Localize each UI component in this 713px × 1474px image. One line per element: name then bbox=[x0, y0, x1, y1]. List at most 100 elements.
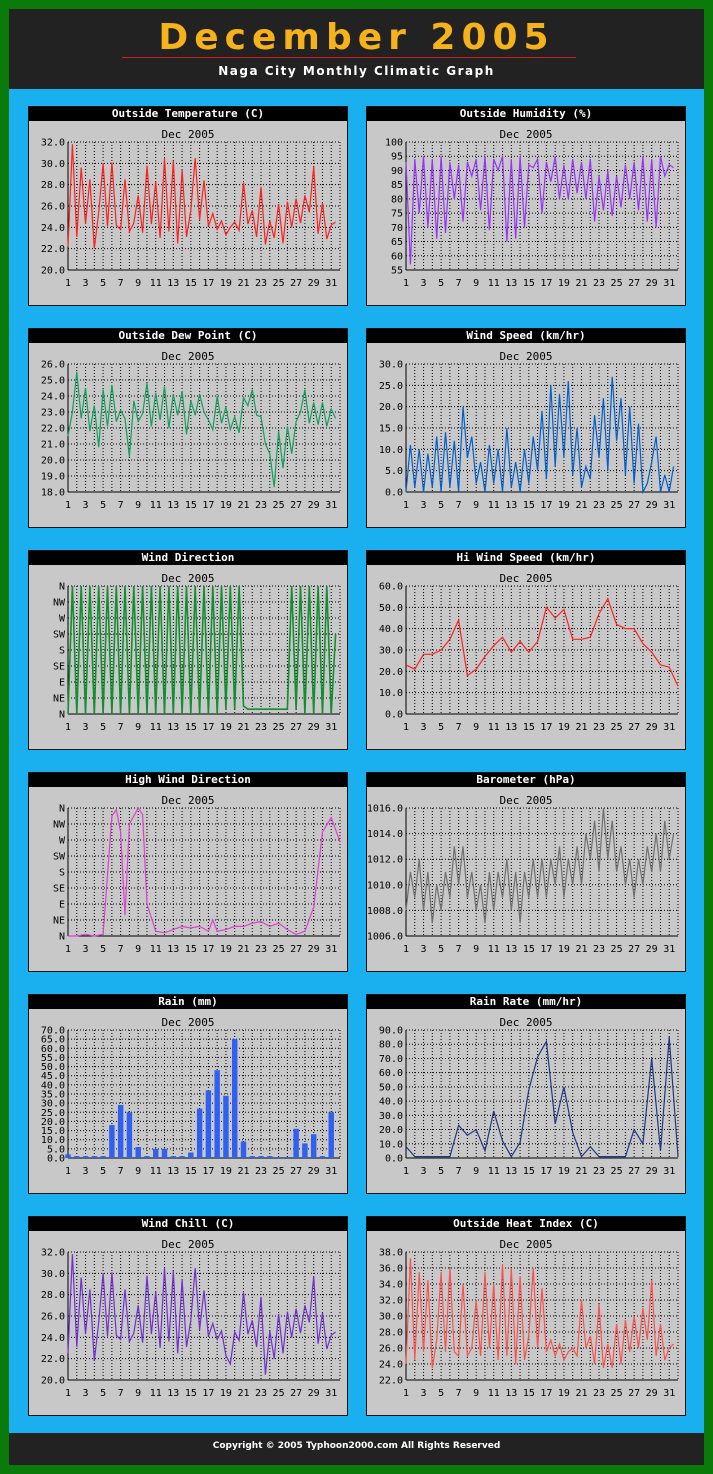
y-tick-label: 28.0 bbox=[379, 1328, 403, 1339]
y-tick-label: SE bbox=[53, 884, 65, 895]
y-tick-label: NW bbox=[53, 598, 66, 609]
x-tick-label: 17 bbox=[540, 1388, 552, 1399]
x-tick-label: 27 bbox=[290, 722, 302, 733]
x-tick-label: 1 bbox=[65, 1166, 71, 1177]
y-tick-label: 30.0 bbox=[379, 646, 403, 657]
x-tick-label: 15 bbox=[523, 1166, 535, 1177]
y-tick-label: 28.0 bbox=[41, 180, 65, 191]
x-tick-label: 21 bbox=[237, 278, 249, 289]
x-tick-label: 11 bbox=[488, 944, 500, 955]
humidity-chart-panel: Outside Humidity (%) Dec 2005 55 60 65 70 75 80… bbox=[366, 106, 686, 306]
chart-subtitle: Dec 2005 bbox=[499, 572, 553, 585]
x-tick-label: 1 bbox=[403, 500, 409, 511]
y-tick-label: 20.0 bbox=[41, 1117, 65, 1128]
chart-title: Outside Temperature (C) bbox=[29, 107, 347, 121]
bar bbox=[170, 1156, 177, 1158]
x-tick-label: 23 bbox=[255, 1388, 267, 1399]
x-tick-label: 29 bbox=[646, 1166, 658, 1177]
x-tick-label: 29 bbox=[308, 500, 320, 511]
x-tick-label: 25 bbox=[273, 1166, 285, 1177]
x-tick-label: 11 bbox=[150, 1388, 162, 1399]
x-tick-label: 7 bbox=[456, 1166, 462, 1177]
x-tick-label: 23 bbox=[255, 278, 267, 289]
x-tick-label: 29 bbox=[646, 278, 658, 289]
chart-subtitle: Dec 2005 bbox=[499, 794, 553, 807]
x-tick-label: 7 bbox=[456, 944, 462, 955]
y-tick-label: 60.0 bbox=[379, 582, 403, 593]
chart-title: Outside Dew Point (C) bbox=[29, 329, 347, 343]
y-tick-label: 95 bbox=[391, 152, 403, 163]
y-tick-label: 70.0 bbox=[41, 1026, 65, 1037]
y-tick-label: E bbox=[59, 900, 65, 911]
x-tick-label: 21 bbox=[575, 944, 587, 955]
x-tick-label: 1 bbox=[403, 944, 409, 955]
bar bbox=[231, 1039, 238, 1158]
x-tick-label: 15 bbox=[523, 1388, 535, 1399]
x-tick-label: 23 bbox=[593, 944, 605, 955]
y-tick-label: 60.0 bbox=[379, 1068, 403, 1079]
x-tick-label: 25 bbox=[611, 1166, 623, 1177]
y-tick-label: 24.0 bbox=[41, 223, 65, 234]
x-tick-label: 27 bbox=[628, 500, 640, 511]
x-tick-label: 3 bbox=[421, 500, 427, 511]
y-tick-label: 1014.0 bbox=[367, 829, 403, 840]
y-tick-label: 38.0 bbox=[379, 1248, 403, 1259]
x-tick-label: 21 bbox=[237, 1166, 249, 1177]
x-tick-label: 25 bbox=[273, 722, 285, 733]
y-tick-label: 24.0 bbox=[41, 1333, 65, 1344]
x-tick-label: 13 bbox=[167, 1166, 179, 1177]
chart-subtitle: Dec 2005 bbox=[161, 1016, 215, 1029]
x-tick-label: 5 bbox=[438, 500, 444, 511]
bar bbox=[65, 1154, 71, 1158]
x-tick-label: 17 bbox=[540, 722, 552, 733]
y-tick-label: 32.0 bbox=[41, 1248, 65, 1259]
x-tick-label: 11 bbox=[488, 500, 500, 511]
x-tick-label: 21 bbox=[237, 500, 249, 511]
bar bbox=[284, 1157, 291, 1158]
x-tick-label: 11 bbox=[150, 278, 162, 289]
x-tick-label: 29 bbox=[646, 500, 658, 511]
series-line bbox=[405, 376, 675, 495]
bar bbox=[153, 1148, 159, 1158]
x-tick-label: 17 bbox=[202, 278, 214, 289]
x-tick-label: 3 bbox=[421, 722, 427, 733]
x-tick-label: 31 bbox=[325, 500, 337, 511]
x-tick-label: 21 bbox=[575, 722, 587, 733]
chart-title: Outside Humidity (%) bbox=[367, 107, 685, 121]
page-title: December 2005 bbox=[158, 17, 555, 58]
x-tick-label: 3 bbox=[83, 278, 89, 289]
x-tick-label: 7 bbox=[456, 500, 462, 511]
x-tick-label: 23 bbox=[593, 722, 605, 733]
y-tick-label: 85 bbox=[391, 180, 403, 191]
bar bbox=[109, 1125, 115, 1158]
y-tick-label: 65 bbox=[391, 237, 403, 248]
y-tick-label: 10.0 bbox=[379, 445, 403, 456]
y-tick-label: 1008.0 bbox=[367, 906, 403, 917]
y-tick-label: 25.0 bbox=[41, 1108, 65, 1119]
bar bbox=[161, 1148, 168, 1158]
rain-chart-panel: Rain (mm) Dec 2005 0.0 5.0 10.0 15.0 20.0 25.0 3… bbox=[28, 994, 348, 1194]
chart-subtitle: Dec 2005 bbox=[499, 350, 553, 363]
x-tick-label: 23 bbox=[255, 500, 267, 511]
y-tick-label: 80.0 bbox=[379, 1040, 403, 1051]
x-tick-label: 5 bbox=[100, 1388, 106, 1399]
x-tick-label: 5 bbox=[438, 944, 444, 955]
y-tick-label: 20.0 bbox=[379, 1125, 403, 1136]
page-frame: December 2005 Naga City Monthly Climatic… bbox=[9, 9, 704, 1465]
y-tick-label: N bbox=[59, 710, 65, 721]
x-tick-label: 9 bbox=[473, 500, 479, 511]
x-tick-label: 21 bbox=[575, 1388, 587, 1399]
header-bar: December 2005 Naga City Monthly Climatic… bbox=[9, 9, 704, 89]
y-tick-label: 1016.0 bbox=[367, 804, 403, 815]
x-tick-label: 21 bbox=[575, 1166, 587, 1177]
y-tick-label: 50.0 bbox=[379, 603, 403, 614]
x-tick-label: 3 bbox=[83, 1166, 89, 1177]
x-tick-label: 13 bbox=[505, 500, 517, 511]
x-tick-label: 23 bbox=[255, 1166, 267, 1177]
chart-title: Barometer (hPa) bbox=[367, 773, 685, 787]
y-tick-label: 30.0 bbox=[379, 360, 403, 371]
bar bbox=[74, 1156, 80, 1158]
y-tick-label: W bbox=[59, 614, 66, 625]
x-tick-label: 29 bbox=[308, 1166, 320, 1177]
x-tick-label: 19 bbox=[220, 1166, 232, 1177]
